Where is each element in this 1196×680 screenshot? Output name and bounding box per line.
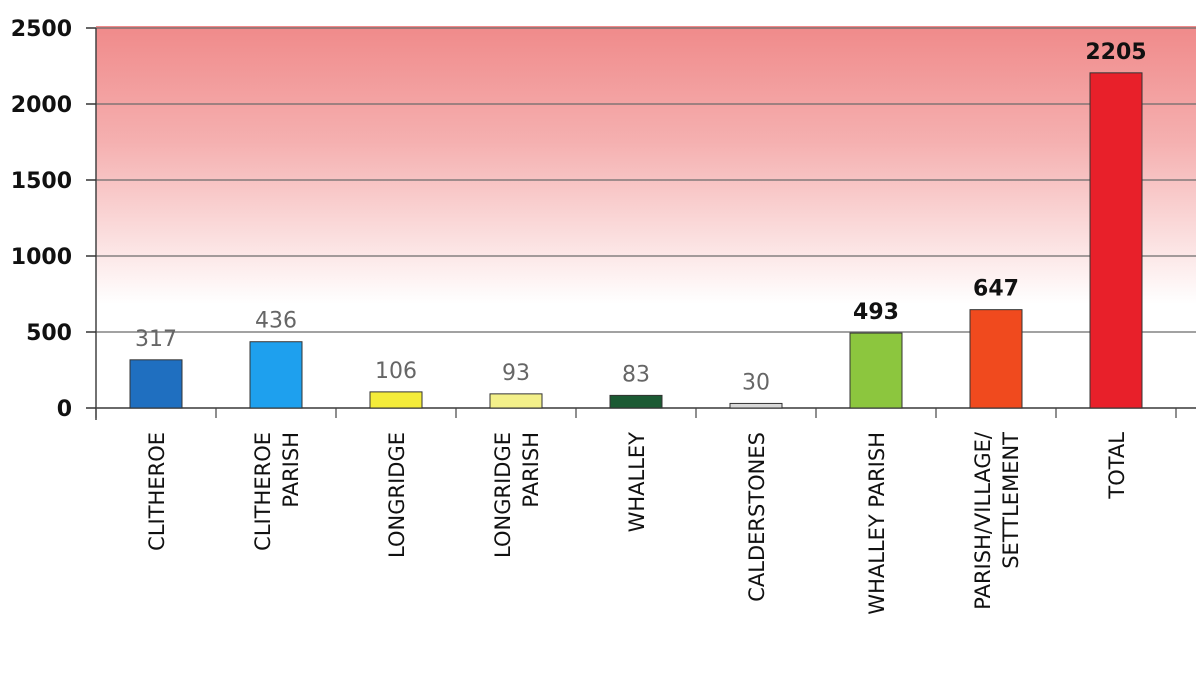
y-tick-label: 0: [57, 397, 72, 422]
data-label: 30: [742, 370, 770, 395]
bar: [369, 391, 423, 409]
x-category-line: CALDERSTONES: [745, 432, 769, 602]
y-tick-label: 500: [26, 321, 72, 346]
data-label: 493: [853, 300, 899, 325]
x-category-line: PARISH: [519, 432, 543, 508]
data-label: 106: [375, 359, 417, 384]
bars: [129, 72, 1143, 409]
x-category-line: TOTAL: [1105, 432, 1129, 500]
data-label: 317: [135, 327, 177, 352]
bar: [249, 341, 303, 409]
x-category-label: CLITHEROE: [145, 432, 169, 551]
x-category-label: WHALLEY PARISH: [865, 432, 889, 615]
data-labels: 317 436 106 93 83 30 493 647 2205: [135, 40, 1147, 396]
x-category-line: WHALLEY PARISH: [865, 432, 889, 615]
x-category-line: CLITHEROE: [251, 432, 275, 551]
x-category-line: CLITHEROE: [145, 432, 169, 551]
x-category-line: SETTLEMENT: [999, 432, 1023, 569]
y-axis-ticks: 0 500 1000 1500 2000 2500: [11, 17, 96, 422]
data-label: 2205: [1085, 40, 1146, 65]
x-category-label: TOTAL: [1105, 432, 1129, 500]
data-label: 436: [255, 309, 297, 334]
x-category-label: CLITHEROE PARISH: [251, 432, 303, 551]
bar: [129, 359, 183, 409]
bar: [1089, 72, 1143, 409]
bar: [849, 332, 903, 409]
x-category-label: PARISH/VILLAGE/SETTLEMENT: [971, 431, 1023, 610]
x-axis-categories: CLITHEROE CLITHEROE PARISH LONGRIDGE LONGRID…: [145, 431, 1129, 615]
x-category-label: LONGRIDGE: [385, 432, 409, 558]
x-category-label: LONGRIDGE PARISH: [491, 432, 543, 558]
x-category-label: WHALLEY: [625, 432, 649, 533]
x-category-label: CALDERSTONES: [745, 432, 769, 602]
y-tick-label: 2000: [11, 93, 72, 118]
x-category-line: LONGRIDGE: [491, 432, 515, 558]
data-label: 83: [622, 362, 650, 387]
x-category-line: LONGRIDGE: [385, 432, 409, 558]
y-tick-label: 1000: [11, 245, 72, 270]
y-tick-label: 1500: [11, 169, 72, 194]
bar: [609, 394, 663, 409]
x-category-line: WHALLEY: [625, 432, 649, 533]
data-label: 93: [502, 361, 530, 386]
x-category-line: PARISH: [279, 432, 303, 508]
bar: [969, 309, 1023, 409]
x-category-line: PARISH/VILLAGE/: [971, 431, 995, 610]
y-tick-label: 2500: [11, 17, 72, 42]
bar: [729, 402, 783, 409]
data-label: 647: [973, 277, 1019, 302]
bar: [489, 393, 543, 409]
